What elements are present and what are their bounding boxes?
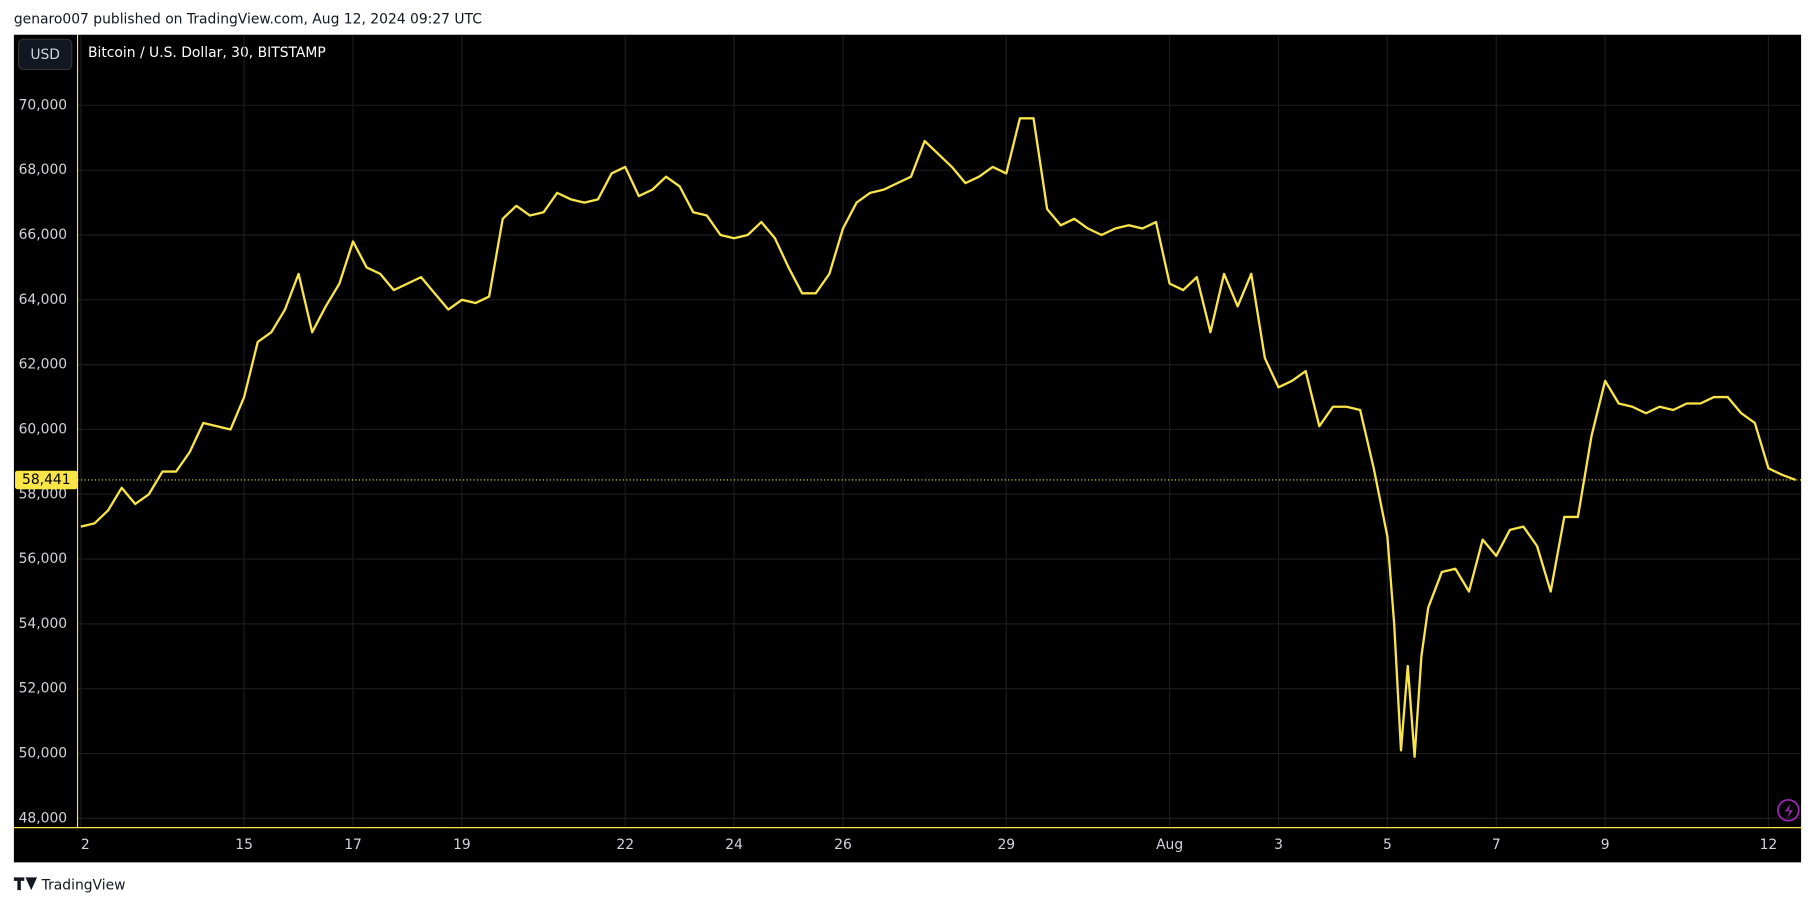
alert-icon[interactable] bbox=[1777, 798, 1800, 822]
grid bbox=[77, 34, 1802, 828]
plot bbox=[77, 117, 1802, 758]
y-tick-label: 52,000 bbox=[19, 681, 68, 697]
y-tick-label: 56,000 bbox=[19, 551, 68, 567]
x-tick-label: 22 bbox=[616, 837, 634, 853]
x-tick-label: 2 bbox=[81, 837, 90, 853]
currency-badge[interactable] bbox=[17, 38, 73, 71]
x-tick-label: Aug bbox=[1156, 837, 1183, 853]
labels: 48,000 50,000 52,000 54,000 56,000 58,000 60,0… bbox=[15, 97, 1777, 853]
y-tick-label: 64,000 bbox=[19, 292, 68, 308]
y-tick-label: 54,000 bbox=[19, 616, 68, 632]
x-tick-label: 26 bbox=[834, 837, 852, 853]
x-tick-label: 29 bbox=[997, 837, 1015, 853]
y-tick-label: 48,000 bbox=[19, 810, 68, 826]
x-tick-label: 7 bbox=[1492, 837, 1501, 853]
x-tick-label: 9 bbox=[1601, 837, 1610, 853]
x-tick-label: 5 bbox=[1383, 837, 1392, 853]
alert-icon-bolt bbox=[1784, 803, 1794, 819]
x-tick-label: 12 bbox=[1760, 837, 1778, 853]
chart-title: Bitcoin / U.S. Dollar, 30, BITSTAMP bbox=[88, 45, 326, 61]
last-price-label: 58,441 bbox=[22, 472, 71, 488]
x-tick-label: 3 bbox=[1274, 837, 1283, 853]
y-tick-label: 70,000 bbox=[19, 97, 68, 113]
y-tick-label: 62,000 bbox=[19, 357, 68, 373]
y-tick-label: 66,000 bbox=[19, 227, 68, 243]
y-tick-label: 68,000 bbox=[19, 162, 68, 178]
x-tick-label: 19 bbox=[453, 837, 471, 853]
currency: USD bbox=[30, 47, 60, 63]
x-tick-label: 15 bbox=[235, 837, 253, 853]
logo bbox=[13, 877, 38, 891]
y-tick-label: 50,000 bbox=[19, 746, 68, 762]
x-tick-label: 24 bbox=[725, 837, 743, 853]
y-tick-label: 58,000 bbox=[19, 486, 68, 502]
footer: TradingView bbox=[41, 878, 126, 894]
y-tick-label: 60,000 bbox=[19, 421, 68, 437]
panel bbox=[13, 34, 1802, 863]
price-line bbox=[80, 117, 1797, 758]
last-price-badge bbox=[15, 470, 78, 490]
x-tick-label: 17 bbox=[344, 837, 362, 853]
header: genaro007 published on TradingView.com, … bbox=[14, 12, 482, 28]
